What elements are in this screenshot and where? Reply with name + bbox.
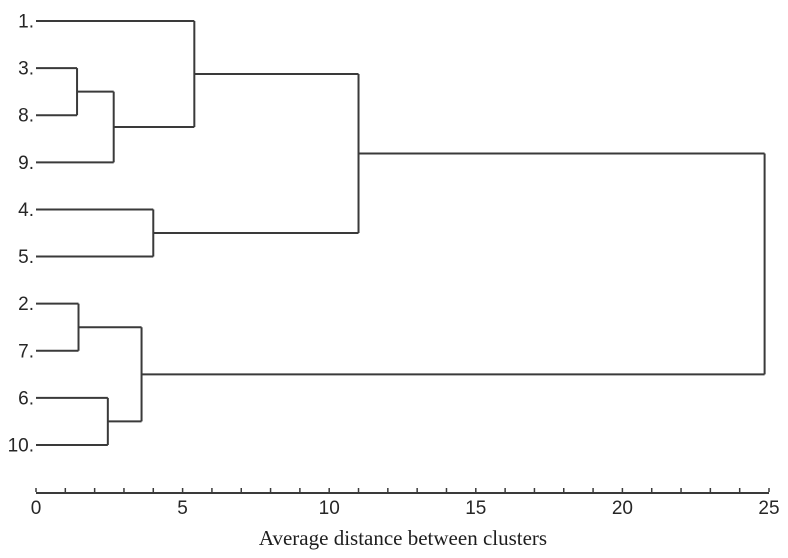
leaf-label-7: 7. xyxy=(18,341,34,362)
leaf-label-3: 3. xyxy=(18,59,34,80)
leaf-label-5: 5. xyxy=(18,247,34,268)
x-axis-title: Average distance between clusters xyxy=(259,526,547,550)
x-tick-label-15: 15 xyxy=(465,498,486,519)
leaf-label-1: 1. xyxy=(18,12,34,33)
x-tick-label-25: 25 xyxy=(758,498,779,519)
leaf-label-9: 9. xyxy=(18,153,34,174)
leaf-label-10: 10. xyxy=(8,435,34,456)
leaf-label-4: 4. xyxy=(18,200,34,221)
leaf-label-8: 8. xyxy=(18,106,34,127)
x-tick-label-20: 20 xyxy=(612,498,633,519)
leaf-label-2: 2. xyxy=(18,294,34,315)
x-tick-label-10: 10 xyxy=(319,498,340,519)
leaf-label-6: 6. xyxy=(18,388,34,409)
x-tick-label-0: 0 xyxy=(31,498,42,519)
x-tick-label-5: 5 xyxy=(177,498,188,519)
